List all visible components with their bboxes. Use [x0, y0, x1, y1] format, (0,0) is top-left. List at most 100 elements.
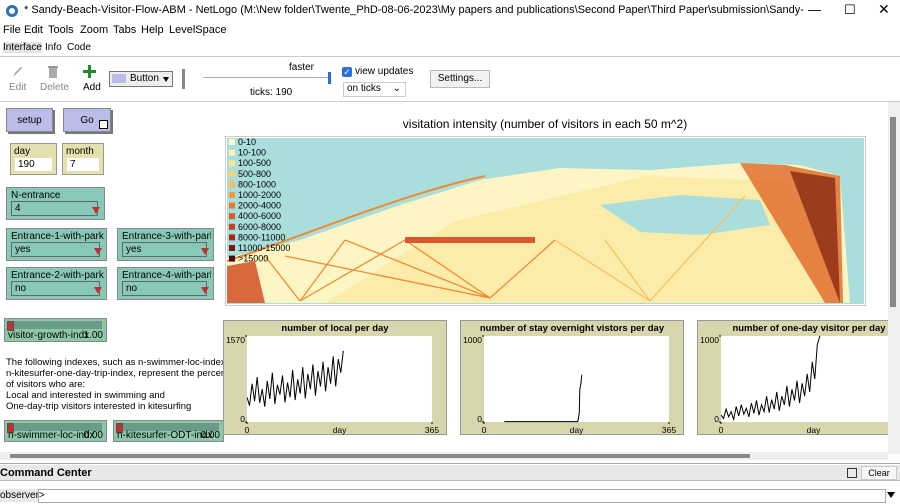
- go-button[interactable]: Go: [63, 108, 111, 132]
- update-mode-select[interactable]: on ticks ⌄: [343, 82, 406, 97]
- chooser-label: Entrance-2-with-parking?: [11, 270, 104, 281]
- chooser-value[interactable]: no: [122, 281, 207, 296]
- go-label: Go: [80, 114, 94, 126]
- scroll-thumb[interactable]: [10, 454, 750, 458]
- legend-swatch: [229, 255, 235, 262]
- chooser-arrow: [201, 248, 209, 255]
- monitor: day 190: [10, 143, 57, 175]
- chooser-arrow: [94, 287, 102, 294]
- close[interactable]: ✕: [878, 1, 890, 17]
- clear-button[interactable]: Clear: [861, 466, 897, 480]
- scroll-thumb[interactable]: [890, 117, 896, 307]
- expand-icon[interactable]: [847, 468, 857, 478]
- toolbar: Edit Delete Add Button faster ticks: 190…: [0, 57, 900, 102]
- tab-bar: Interface Info Code: [0, 40, 900, 57]
- legend-swatch: [229, 149, 235, 156]
- monitor-value: 190: [15, 158, 52, 171]
- menu-item[interactable]: Tools: [48, 24, 74, 36]
- menu-item[interactable]: Help: [141, 24, 164, 36]
- slider-value: 1.00: [83, 330, 103, 341]
- slider-label: n-swimmer-loc-indx: [8, 430, 95, 441]
- legend-swatch: [229, 202, 235, 209]
- slider-track: [7, 321, 102, 329]
- chooser-arrow: [94, 248, 102, 255]
- menu-item[interactable]: Edit: [24, 24, 43, 36]
- forever-icon: [99, 120, 108, 129]
- x-axis-label: day: [807, 425, 821, 435]
- legend-label: 800-1000: [238, 179, 276, 189]
- chooser-value[interactable]: yes: [122, 242, 207, 257]
- chooser-value[interactable]: 4: [11, 201, 98, 216]
- chooser[interactable]: Entrance-2-with-parking?no: [6, 267, 107, 300]
- chooser-arrow: [92, 207, 100, 214]
- x-axis-label: day: [333, 425, 347, 435]
- chooser-value[interactable]: yes: [11, 242, 100, 257]
- y-tick-label: 1000: [463, 335, 482, 345]
- monitor-label: month: [66, 146, 94, 157]
- widget-type: Button: [130, 73, 159, 84]
- legend-label: 10-100: [238, 148, 266, 158]
- slider[interactable]: visitor-growth-indx 1.00: [4, 318, 107, 342]
- add-icon: [83, 65, 96, 78]
- delete-button[interactable]: Delete: [40, 82, 69, 93]
- settings-button[interactable]: Settings...: [430, 70, 490, 88]
- legend-swatch: [229, 223, 235, 230]
- command-center-title: Command Center: [0, 467, 92, 479]
- x-tick-label: 365: [662, 425, 676, 435]
- legend-label: 2000-4000: [238, 201, 281, 211]
- history-arrow[interactable]: [887, 492, 895, 498]
- legend-label: 500-800: [238, 169, 271, 179]
- edit-button[interactable]: Edit: [9, 82, 27, 93]
- note-line: n-kitesurfer-one-day-trip-index, represe…: [6, 368, 245, 379]
- legend-swatch: [229, 181, 235, 188]
- world-view: 0-1010-100100-500500-800800-10001000-200…: [225, 136, 866, 306]
- agent-selector[interactable]: observer>: [0, 489, 45, 502]
- tab[interactable]: Interface: [3, 42, 42, 53]
- window-title: * Sandy-Beach-Visitor-Flow-ABM - NetLogo…: [24, 4, 804, 16]
- chooser[interactable]: Entrance-4-with-parki...no: [117, 267, 214, 300]
- note-line: Local and interested in swimming and: [6, 390, 165, 401]
- legend-swatch: [229, 170, 235, 177]
- plot-area: [721, 336, 888, 422]
- speed-thumb[interactable]: [328, 72, 331, 84]
- chooser[interactable]: Entrance-1-with-parkin...yes: [6, 228, 107, 261]
- path: [264, 239, 406, 302]
- chooser[interactable]: Entrance-3-with-parking?yes: [117, 228, 214, 261]
- menu-item[interactable]: LevelSpace: [169, 24, 227, 36]
- slider-thumb[interactable]: [116, 423, 123, 433]
- x-tick-label: 365: [425, 425, 439, 435]
- menu-item[interactable]: Zoom: [80, 24, 109, 36]
- edit-icon: [13, 67, 22, 77]
- plot-title: number of local per day: [281, 323, 389, 334]
- vertical-scrollbar[interactable]: [888, 102, 900, 454]
- tab[interactable]: Info: [45, 42, 62, 53]
- maximize[interactable]: ☐: [844, 2, 856, 17]
- tab[interactable]: Code: [67, 42, 91, 53]
- monitor-label: day: [14, 146, 31, 157]
- legend-swatch: [229, 245, 235, 251]
- slider-thumb[interactable]: [7, 423, 14, 433]
- chooser-label: Entrance-3-with-parking?: [122, 231, 211, 242]
- plot-line: [504, 374, 583, 423]
- plot: number of one-day visitor per day 0 1000 0 d…: [697, 320, 888, 435]
- entrance-wedge: [227, 261, 265, 303]
- note-line: The following indexes, such as n-swimmer…: [6, 357, 245, 368]
- chooser[interactable]: N-entrance 4: [6, 187, 105, 220]
- menu-item[interactable]: File: [3, 24, 21, 36]
- horizontal-scrollbar[interactable]: [0, 452, 888, 460]
- slider[interactable]: n-kitesurfer-ODT-indx 0.00: [113, 420, 224, 442]
- minimize[interactable]: —: [808, 2, 821, 17]
- slider-thumb[interactable]: [7, 321, 14, 331]
- widget-type-select[interactable]: Button: [109, 71, 173, 87]
- slider[interactable]: n-swimmer-loc-indx 0.00: [4, 420, 107, 442]
- dropdown-arrow: ⌄: [392, 83, 401, 94]
- setup-button[interactable]: setup: [6, 108, 53, 132]
- y-tick-label: 1570: [226, 335, 245, 345]
- add-button[interactable]: Add: [83, 82, 101, 93]
- command-input[interactable]: [38, 489, 886, 503]
- chooser-value[interactable]: no: [11, 281, 100, 296]
- menu-item[interactable]: Tabs: [113, 24, 137, 36]
- view-updates-checkbox[interactable]: ✓: [342, 67, 352, 77]
- note-line: of visitors who are:: [6, 379, 86, 390]
